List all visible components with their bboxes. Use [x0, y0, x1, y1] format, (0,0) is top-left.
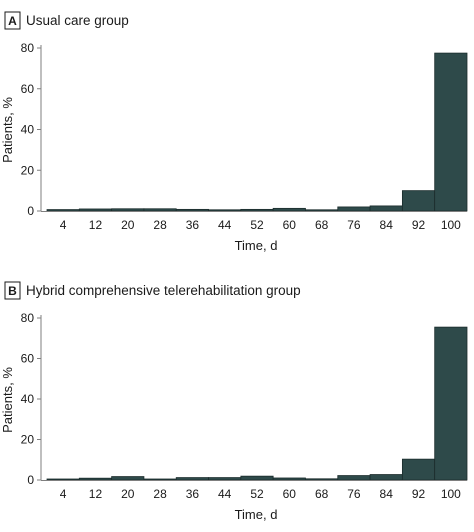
- panel-a-x-tick-label: 60: [283, 218, 297, 232]
- panel-a-x-tick-label: 100: [441, 218, 461, 232]
- panel-a-x-tick-label: 20: [121, 218, 135, 232]
- panel-a-x-tick-label: 12: [89, 218, 103, 232]
- panel-a-y-axis-label: Patients, %: [0, 97, 15, 163]
- panel-b-bar: [337, 475, 371, 481]
- panel-b-x-axis-label: Time, d: [235, 507, 278, 522]
- panel-b-bar: [369, 474, 403, 481]
- panel-b-bar: [143, 478, 177, 481]
- panel-b-x-tick-label: 92: [412, 487, 426, 501]
- panel-b-x-tick-label: 12: [89, 487, 103, 501]
- panel-b-y-axis-label: Patients, %: [0, 367, 15, 433]
- panel-b-y-tick-label: 40: [21, 392, 35, 406]
- panel-b-x-tick-label: 52: [250, 487, 264, 501]
- panel-a-x-tick-label: 52: [250, 218, 264, 232]
- panel-b-x-tick-label: 44: [218, 487, 232, 501]
- panel-a-bar: [369, 205, 403, 212]
- panel-a-bar: [46, 209, 80, 212]
- panel-a-y-tick-label: 60: [21, 82, 35, 96]
- panel-a-x-tick-label: 68: [315, 218, 329, 232]
- panel-b-bar: [434, 326, 468, 481]
- panel-a-bar: [240, 208, 274, 212]
- panel-a-x-tick-label: 4: [60, 218, 67, 232]
- panel-b-bar: [46, 478, 80, 481]
- panel-b: B Hybrid comprehensive telerehabilitatio…: [0, 281, 468, 522]
- panel-b-letter-box: [4, 281, 21, 300]
- panel-a-bar: [111, 208, 145, 212]
- panel-a-x-tick-label: 44: [218, 218, 232, 232]
- panel-b-y-tick-label: 60: [21, 352, 35, 366]
- panel-b-bar: [175, 477, 209, 481]
- panel-a-bar: [78, 208, 113, 212]
- panel-a-letter: A: [8, 14, 17, 28]
- panel-a-x-tick-label: 28: [153, 218, 167, 232]
- panel-a-bar: [175, 208, 209, 212]
- panel-b-bar: [272, 477, 306, 481]
- panel-a-letter-box: [4, 11, 21, 30]
- panel-b-bar: [305, 478, 339, 481]
- panel-a: A Usual care group Patients, % Time, d 0…: [0, 11, 468, 253]
- panel-a-title: Usual care group: [26, 13, 129, 28]
- panel-b-title: Hybrid comprehensive telerehabilitation …: [26, 283, 301, 298]
- panel-b-bar: [78, 477, 113, 481]
- panel-a-plot-area: 0 20 40 60 80 4 12 20 28 36 44 52 60 68 76 84 92 100: [21, 41, 468, 232]
- panel-a-bar: [337, 206, 371, 212]
- panel-b-y-tick-label: 20: [21, 433, 35, 447]
- panel-b-bar: [401, 458, 436, 481]
- panel-a-bar: [208, 209, 242, 212]
- panel-b-x-tick-label: 28: [153, 487, 167, 501]
- panel-b-plot-area: 0 20 40 60 80 4 12 20 28 36 44 52 60 68 76 84 92 100: [21, 311, 468, 501]
- panel-b-bar: [111, 476, 145, 481]
- panel-b-x-tick-label: 68: [315, 487, 329, 501]
- panel-b-y-tick-label: 0: [27, 473, 34, 487]
- panel-a-bar: [434, 52, 468, 212]
- panel-a-bar: [401, 190, 436, 212]
- panel-a-bar: [305, 209, 339, 212]
- panel-b-letter: B: [8, 284, 17, 298]
- panel-b-x-tick-label: 4: [60, 487, 67, 501]
- panel-b-x-tick-label: 36: [186, 487, 200, 501]
- panel-a-bar: [143, 208, 177, 212]
- panel-a-y-tick-label: 20: [21, 163, 35, 177]
- panel-a-y-tick-label: 80: [21, 41, 35, 55]
- panel-a-bar: [272, 207, 306, 212]
- panel-a-x-tick-label: 84: [380, 218, 394, 232]
- panel-b-x-tick-label: 76: [347, 487, 361, 501]
- panel-a-x-tick-label: 92: [412, 218, 426, 232]
- panel-a-x-tick-label: 76: [347, 218, 361, 232]
- panel-a-y-tick-label: 40: [21, 123, 35, 137]
- panel-b-x-tick-label: 20: [121, 487, 135, 501]
- panel-b-x-tick-label: 100: [441, 487, 461, 501]
- panel-b-y-tick-label: 80: [21, 311, 35, 325]
- panel-b-x-tick-label: 60: [283, 487, 297, 501]
- panel-a-x-axis-label: Time, d: [235, 238, 278, 253]
- panel-b-x-tick-label: 84: [380, 487, 394, 501]
- panel-a-x-tick-label: 36: [186, 218, 200, 232]
- panel-a-y-tick-label: 0: [27, 204, 34, 218]
- panel-b-bar: [208, 477, 242, 481]
- panel-b-bar: [240, 475, 274, 481]
